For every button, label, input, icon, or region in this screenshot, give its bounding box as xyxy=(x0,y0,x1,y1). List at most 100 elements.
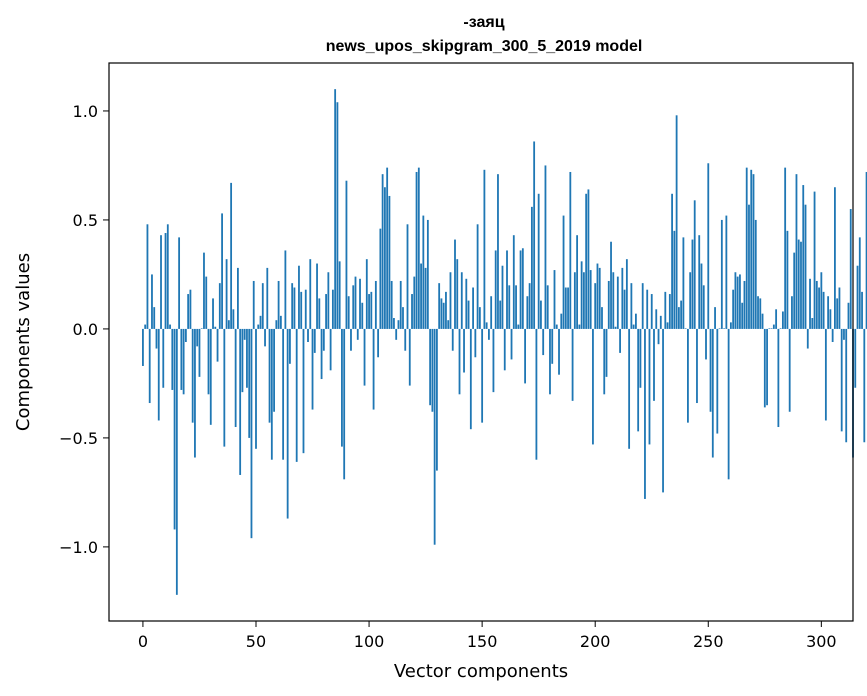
bar xyxy=(607,280,610,329)
bar xyxy=(322,328,325,351)
y-tick-label: −0.5 xyxy=(59,429,98,448)
bar xyxy=(528,283,531,329)
bar xyxy=(307,328,309,342)
bar xyxy=(289,328,291,364)
bar xyxy=(623,289,626,329)
bar xyxy=(243,328,246,340)
bar xyxy=(492,328,495,393)
bar xyxy=(184,328,187,342)
bar xyxy=(359,278,361,329)
bar xyxy=(512,235,515,329)
bar xyxy=(227,320,230,329)
bar xyxy=(433,328,436,545)
bar xyxy=(237,267,239,329)
bar xyxy=(757,296,759,329)
bar xyxy=(702,285,705,329)
bar xyxy=(601,307,603,329)
bar xyxy=(815,280,818,329)
bar xyxy=(212,298,214,329)
bar xyxy=(162,328,165,388)
bar xyxy=(472,287,474,329)
bar xyxy=(596,263,599,329)
bar xyxy=(241,328,244,393)
bar xyxy=(347,296,350,329)
bar xyxy=(818,287,820,329)
bar xyxy=(720,219,723,329)
bar xyxy=(415,171,418,329)
bar xyxy=(426,219,429,329)
bar xyxy=(390,280,393,329)
bar xyxy=(772,324,775,329)
bar xyxy=(791,296,793,329)
bar xyxy=(350,328,352,351)
bar xyxy=(234,328,237,428)
bar xyxy=(214,326,217,329)
bar xyxy=(578,324,581,329)
bar xyxy=(849,209,852,329)
bar xyxy=(481,328,484,423)
bar xyxy=(705,328,707,360)
bar xyxy=(490,296,493,329)
bar xyxy=(650,294,653,329)
bar xyxy=(164,233,167,329)
bar xyxy=(781,311,784,329)
bar xyxy=(754,219,757,329)
bar xyxy=(361,302,364,329)
bar xyxy=(840,328,843,432)
bar xyxy=(530,206,533,329)
bar xyxy=(268,328,271,423)
x-axis-label: Vector components xyxy=(394,661,568,682)
bar xyxy=(469,328,472,430)
bar xyxy=(861,291,863,329)
bar xyxy=(225,259,228,329)
bar xyxy=(494,250,497,329)
bar xyxy=(610,241,612,329)
bar xyxy=(302,328,305,454)
bar xyxy=(544,165,547,329)
bar xyxy=(160,235,162,329)
bar xyxy=(395,328,398,340)
bar xyxy=(748,204,750,329)
bar xyxy=(641,283,644,329)
bar xyxy=(205,276,208,329)
bar xyxy=(709,328,712,412)
bar xyxy=(248,328,251,438)
bar xyxy=(252,280,255,329)
bar xyxy=(411,294,413,329)
bar xyxy=(793,252,796,329)
bar xyxy=(363,328,366,386)
bar xyxy=(687,328,689,423)
bar xyxy=(282,328,285,460)
bar xyxy=(404,328,407,351)
bar xyxy=(763,328,766,408)
bar xyxy=(381,174,384,329)
bar xyxy=(594,283,597,329)
bar xyxy=(284,250,287,329)
bar xyxy=(711,328,714,458)
bar xyxy=(714,307,716,329)
bar xyxy=(266,267,269,329)
bar xyxy=(696,328,698,404)
bar xyxy=(458,328,461,395)
bar xyxy=(644,328,646,499)
bar xyxy=(474,328,477,358)
bar xyxy=(261,283,264,329)
bar xyxy=(388,195,391,329)
bar xyxy=(847,302,850,329)
bar xyxy=(750,169,753,329)
bar xyxy=(420,263,422,329)
bar xyxy=(408,328,411,386)
bar xyxy=(329,328,332,371)
bar xyxy=(146,224,149,329)
bar xyxy=(259,315,262,329)
bar xyxy=(619,328,621,353)
bar xyxy=(809,278,811,329)
bar xyxy=(576,235,579,329)
bar xyxy=(354,276,357,329)
bar xyxy=(655,309,658,329)
bar xyxy=(693,200,696,329)
bar xyxy=(865,171,867,329)
bar xyxy=(255,328,257,449)
bar xyxy=(203,252,205,329)
bar xyxy=(501,265,504,329)
